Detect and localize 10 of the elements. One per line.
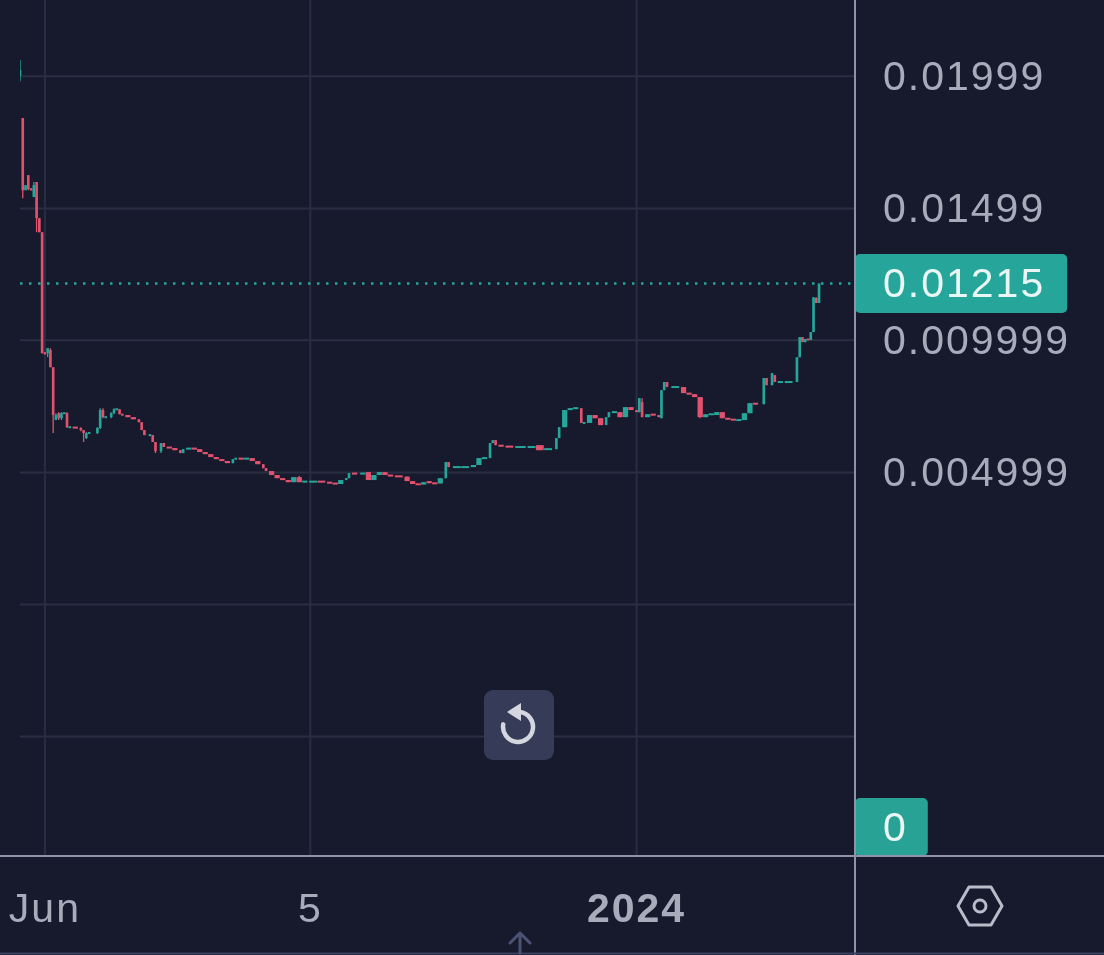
candlestick bbox=[697, 396, 703, 419]
y-tick-label: 0.009999 bbox=[883, 317, 1071, 364]
x-tick-label: 5 bbox=[297, 885, 323, 931]
y-tick-label: 0.004999 bbox=[883, 449, 1071, 496]
text: 0 bbox=[883, 804, 908, 850]
y-tick-label: 0.01999 bbox=[883, 53, 1046, 100]
x-tick-label: 2024 bbox=[586, 885, 687, 931]
y-tick-label: 0.01499 bbox=[883, 185, 1046, 232]
x-tick-label: Jun bbox=[8, 885, 81, 931]
ref-line-label: 0.01215 bbox=[883, 260, 1046, 307]
